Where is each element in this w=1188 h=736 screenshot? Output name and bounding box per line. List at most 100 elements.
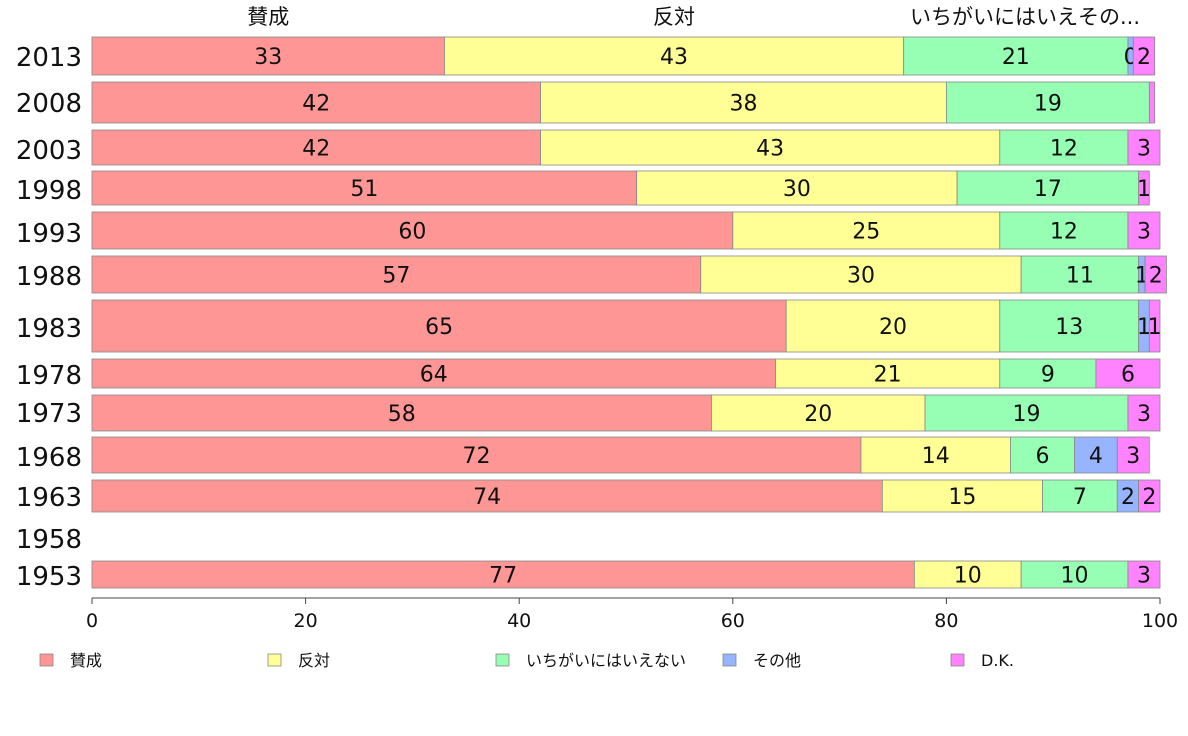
- bar-1983-d-k: [1148, 299, 1161, 353]
- bar-1998-series-2: [956, 170, 1140, 206]
- data-label-1963-series-1: 15: [948, 485, 976, 510]
- bar-1988-series-2: [1020, 255, 1140, 294]
- x-tick-label-80: 80: [934, 610, 958, 632]
- bar-1953-series-0: [91, 560, 915, 589]
- bar-1953-series-2: [1020, 560, 1129, 589]
- bar-1968-d-k: [1116, 436, 1150, 474]
- data-label-1988-series-1: 30: [847, 264, 875, 289]
- data-label-1998-series-0: 51: [350, 177, 378, 202]
- bar-row-2003: 42 43 12 3 2003: [16, 129, 1161, 166]
- legend-label-series-2: いちがいにはいえない: [526, 651, 686, 670]
- bar-1963-d-k: [1138, 479, 1161, 513]
- data-label-1973-series-2: 19: [1013, 402, 1041, 427]
- bar-1978-series-2: [999, 358, 1097, 389]
- data-label-1998-series-1: 30: [783, 177, 811, 202]
- x-tick-label-20: 20: [294, 610, 318, 632]
- legend-label-series-0: 賛成: [70, 651, 102, 670]
- bar-1993-d-k: [1127, 211, 1161, 250]
- data-label-1978-series-0: 64: [420, 363, 448, 388]
- data-label-1963-d-k: 2: [1142, 485, 1156, 510]
- data-label-2008-series-2: 19: [1034, 92, 1062, 117]
- data-label-2008-series-0: 42: [302, 92, 330, 117]
- data-label-2013-series-2: 21: [1002, 45, 1030, 70]
- column-header-0: 賛成: [247, 5, 289, 29]
- year-label-1998: 1998: [16, 176, 82, 206]
- data-label-1953-d-k: 3: [1137, 564, 1151, 589]
- bar-row-1983: 65 20 13 11 1983: [16, 299, 1162, 353]
- bar-2013-series-0: [91, 36, 445, 76]
- bar-row-1973: 58 20 19 3 1973: [16, 394, 1161, 432]
- data-label-1973-d-k: 3: [1137, 402, 1151, 427]
- year-label-1988: 1988: [16, 262, 82, 292]
- bar-2013-series-1: [444, 36, 905, 76]
- data-label-1968-series-3: 4: [1089, 444, 1103, 469]
- year-label-1973: 1973: [16, 399, 82, 429]
- data-label-1978-series-1: 21: [874, 363, 902, 388]
- bar-1953-d-k: [1127, 560, 1161, 589]
- x-tick-label-0: 0: [86, 610, 98, 632]
- bar-2003-d-k: [1127, 129, 1161, 166]
- year-label-2003: 2003: [16, 136, 82, 166]
- data-label-1968-series-2: 6: [1036, 444, 1050, 469]
- data-label-1973-series-1: 20: [804, 402, 832, 427]
- data-label-2013-d-k: 2: [1137, 45, 1151, 70]
- data-label-1988-d-k: 2: [1149, 264, 1163, 289]
- bar-1953-series-1: [913, 560, 1022, 589]
- data-label-1993-series-1: 25: [852, 220, 880, 245]
- year-label-1978: 1978: [16, 361, 82, 391]
- year-label-2013: 2013: [16, 43, 82, 73]
- data-label-1963-series-0: 74: [473, 485, 501, 510]
- bar-2008-d-k: [1148, 81, 1156, 124]
- legend-swatch-d-k: [950, 653, 965, 667]
- data-label-2003-series-2: 12: [1050, 137, 1078, 162]
- bar-1998-series-1: [636, 170, 958, 206]
- data-label-1968-series-0: 72: [462, 444, 490, 469]
- data-label-1993-series-2: 12: [1050, 220, 1078, 245]
- x-tick-label-100: 100: [1142, 610, 1178, 632]
- column-header-2: いちがいにはいえその...: [910, 5, 1140, 29]
- bar-2003-series-0: [91, 129, 541, 166]
- bar-1968-series-3: [1074, 436, 1118, 474]
- year-label-1953: 1953: [16, 562, 82, 592]
- legend-swatch-series-2: [495, 653, 510, 667]
- data-label-1993-d-k: 3: [1137, 220, 1151, 245]
- data-label-1983-d-k: 1: [1148, 315, 1162, 340]
- bar-2003-series-1: [540, 129, 1001, 166]
- data-label-2013-series-0: 33: [254, 45, 282, 70]
- bar-row-1958: 1958: [16, 525, 82, 555]
- bar-1983-series-1: [785, 299, 1001, 353]
- x-axis: 0 20 40 60 80 100: [86, 597, 1178, 632]
- bar-1983-series-2: [999, 299, 1140, 353]
- bar-1968-series-0: [91, 436, 862, 474]
- bar-2003-series-2: [999, 129, 1129, 166]
- data-label-2003-d-k: 3: [1137, 137, 1151, 162]
- bar-2013-d-k: [1132, 36, 1156, 76]
- bar-2008-series-1: [540, 81, 947, 124]
- data-label-1973-series-0: 58: [388, 402, 416, 427]
- bar-1993-series-2: [999, 211, 1129, 250]
- year-label-1963: 1963: [16, 483, 82, 513]
- bar-1993-series-1: [732, 211, 1001, 250]
- data-label-1953-series-0: 77: [489, 564, 517, 589]
- bar-2013-series-2: [903, 36, 1129, 76]
- data-label-1953-series-1: 10: [954, 564, 982, 589]
- bar-1998-series-0: [91, 170, 638, 206]
- year-label-1968: 1968: [16, 443, 82, 473]
- bar-1963-series-1: [881, 479, 1043, 513]
- data-label-1983-series-2: 13: [1055, 315, 1083, 340]
- bar-2008-series-2: [946, 81, 1150, 124]
- data-label-1963-series-3: 2: [1121, 485, 1135, 510]
- data-label-1983-series-0: 65: [425, 315, 453, 340]
- legend-label-series-1: 反対: [298, 651, 330, 670]
- bar-1988-series-0: [91, 255, 702, 294]
- data-label-1963-series-2: 7: [1073, 485, 1087, 510]
- data-label-1978-d-k: 6: [1121, 363, 1135, 388]
- bar-1973-d-k: [1127, 394, 1161, 432]
- year-label-1993: 1993: [16, 219, 82, 249]
- bar-1988-d-k: [1144, 255, 1167, 294]
- year-label-2008: 2008: [16, 89, 82, 119]
- bar-1993-series-0: [91, 211, 734, 250]
- bar-row-1968: 72 14 6 4 3 1968: [16, 436, 1150, 474]
